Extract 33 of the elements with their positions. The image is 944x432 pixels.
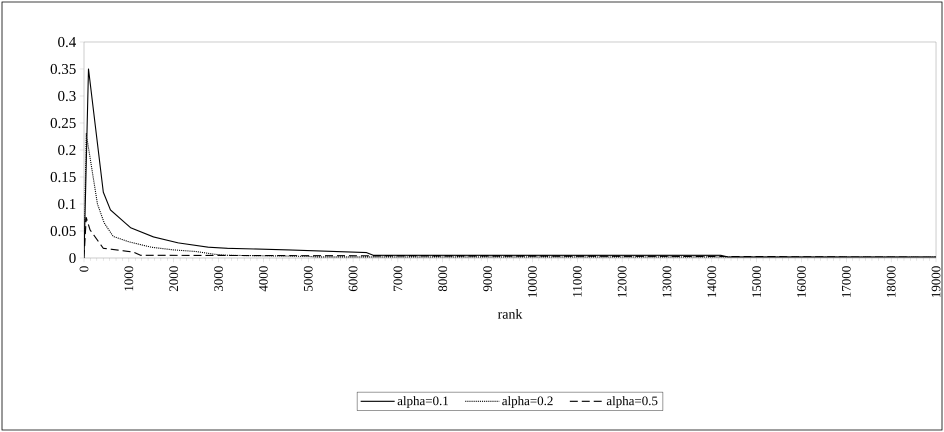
x-tick-label: 8000 xyxy=(438,266,448,292)
legend-label: alpha=0.2 xyxy=(502,396,553,408)
legend-label: alpha=0.1 xyxy=(398,396,448,408)
x-tick-label: 15000 xyxy=(752,266,762,298)
x-tick-label: 18000 xyxy=(886,266,896,298)
x-tick-label: 13000 xyxy=(662,266,672,298)
y-tick-label: 0.1 xyxy=(58,198,76,210)
x-tick-label: 17000 xyxy=(842,266,851,298)
y-tick-label: 0.15 xyxy=(50,172,76,182)
x-tick-label: 19000 xyxy=(932,266,940,298)
y-tick-label: 0 xyxy=(69,252,76,264)
x-tick-label: 7000 xyxy=(394,266,402,291)
y-tick-label: 0.05 xyxy=(50,226,76,236)
x-tick-label: 10000 xyxy=(528,266,537,298)
y-tick-label: 0.2 xyxy=(58,144,76,156)
x-tick-label: 2000 xyxy=(169,266,178,292)
x-tick-label: 14000 xyxy=(707,266,716,298)
legend-label: alpha=0.5 xyxy=(606,396,658,408)
y-tick-label: 0.3 xyxy=(58,90,76,102)
x-tick-label: 6000 xyxy=(348,266,358,292)
x-tick-label: 16000 xyxy=(797,266,806,298)
x-tick-label: 12000 xyxy=(618,266,626,298)
x-tick-label: 3000 xyxy=(214,266,223,292)
x-tick-label: 0 xyxy=(80,266,88,272)
y-tick-label: 0.35 xyxy=(50,64,76,74)
x-tick-label: 1000 xyxy=(124,266,134,291)
x-tick-label: 4000 xyxy=(259,266,268,292)
x-tick-label: 5000 xyxy=(304,266,313,291)
y-tick-label: 0.25 xyxy=(50,118,76,128)
x-tick-label: 9000 xyxy=(483,266,492,292)
y-tick-label: 0.4 xyxy=(58,36,76,48)
x-tick-label: 11000 xyxy=(572,266,582,297)
x-axis-title: rank xyxy=(498,308,522,319)
